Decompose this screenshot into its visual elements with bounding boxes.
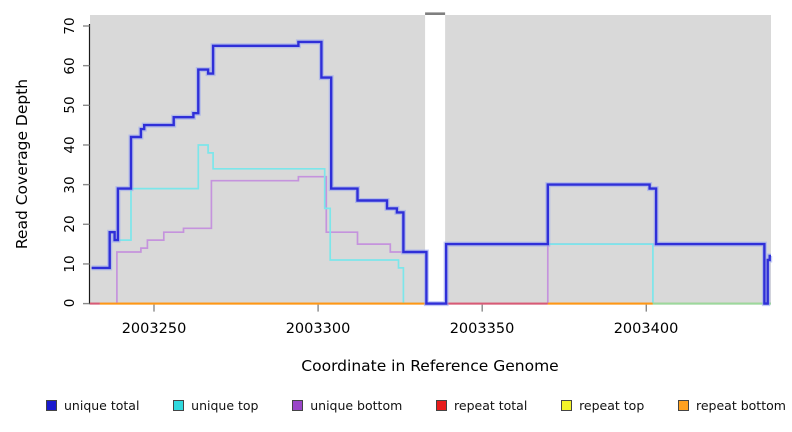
coverage-chart-svg <box>83 12 773 312</box>
legend-item-unique-total: unique total <box>46 398 139 413</box>
series-unique-total <box>91 40 771 305</box>
plot-background-right <box>445 15 771 305</box>
legend-swatch <box>436 400 448 411</box>
legend-item-repeat-bottom: repeat bottom <box>678 398 786 413</box>
legend-swatch <box>561 400 573 411</box>
y-tick-label: 0 <box>62 298 78 308</box>
x-tick-label: 2003250 <box>121 321 187 337</box>
legend-item-unique-bottom: unique bottom <box>292 398 402 413</box>
x-tick-label: 2003400 <box>613 321 679 337</box>
y-tick-label: 20 <box>62 215 78 233</box>
y-axis-title: Read Coverage Depth <box>13 78 31 250</box>
legend-label: repeat bottom <box>696 398 786 413</box>
legend-label: repeat top <box>579 398 645 413</box>
legend-swatch <box>173 400 185 411</box>
no-data-band-top-bar <box>425 12 446 15</box>
y-tick-label: 70 <box>62 17 78 35</box>
legend-label: unique total <box>64 398 140 413</box>
legend-swatch <box>292 400 304 411</box>
legend-label: unique top <box>191 398 259 413</box>
y-tick-label: 30 <box>62 176 78 194</box>
y-tick-label: 50 <box>62 96 78 114</box>
y-tick-label: 60 <box>62 57 78 75</box>
legend-label: repeat total <box>454 398 528 413</box>
y-tick-label: 40 <box>62 136 78 154</box>
x-tick-label: 2003350 <box>449 321 515 337</box>
legend-item-repeat-total: repeat total <box>436 398 527 413</box>
legend-item-repeat-top: repeat top <box>561 398 644 413</box>
plot-background-left <box>90 15 426 305</box>
x-tick-label: 2003300 <box>285 321 351 337</box>
legend-swatch <box>46 400 57 411</box>
x-axis-title: Coordinate in Reference Genome <box>301 357 559 375</box>
legend-label: unique bottom <box>310 398 403 413</box>
legend-item-unique-top: unique top <box>173 398 258 413</box>
chart-legend: unique total unique top unique bottom re… <box>46 398 786 413</box>
y-tick-label: 10 <box>62 255 78 273</box>
legend-swatch <box>678 400 689 411</box>
